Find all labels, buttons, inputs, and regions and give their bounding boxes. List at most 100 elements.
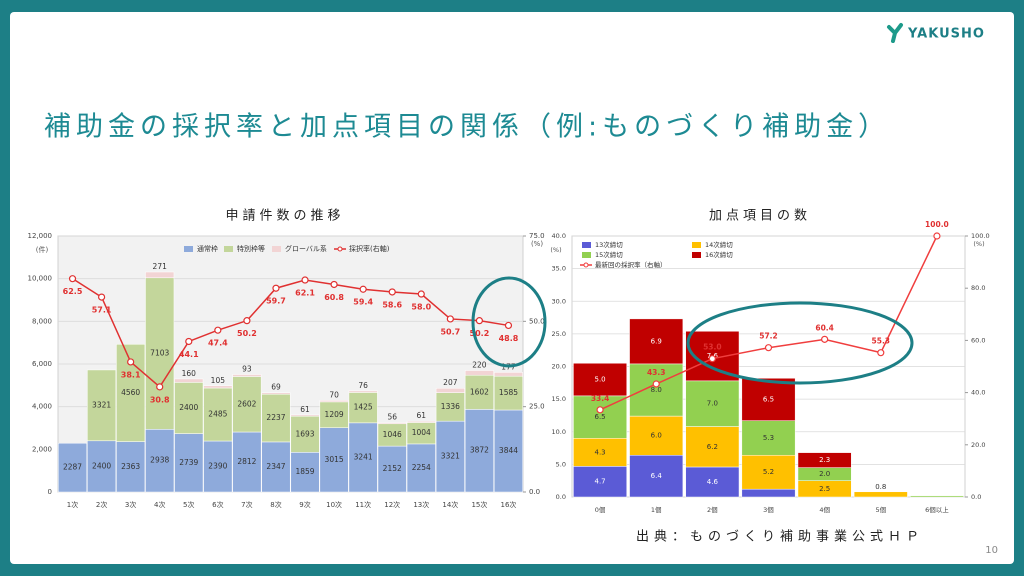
bar-label: 6.4	[651, 472, 663, 480]
x-tick-label: 11次	[355, 500, 371, 509]
bar-label: 7103	[150, 349, 169, 358]
y-tick-label: 8,000	[32, 317, 52, 325]
source: 出典：ものづくり補助事業公式ＨＰ	[636, 529, 924, 545]
y2-tick-label: 0.0	[971, 493, 981, 501]
highlight-ellipse	[471, 276, 547, 368]
legend-swatch	[337, 246, 343, 252]
x-tick-label: 7次	[241, 500, 252, 509]
y-tick-label: 35.0	[552, 265, 566, 273]
bar-label: 6.0	[651, 432, 662, 440]
bar-label: 2390	[208, 462, 227, 471]
bar-label: 3321	[92, 400, 111, 409]
bar-segment	[493, 409, 523, 493]
legend-swatch	[582, 252, 591, 258]
legend-label: 16次締切	[705, 250, 733, 259]
line-label: 62.5	[63, 287, 83, 296]
y2-tick-label: 75.0	[529, 232, 545, 240]
line-label: 50.7	[440, 327, 460, 336]
line-label: 59.7	[266, 297, 286, 306]
x-tick-label: 6次	[212, 500, 223, 509]
bar-label: 93	[242, 365, 252, 374]
line-point	[388, 288, 396, 296]
bar-segment	[464, 409, 494, 493]
x-tick-label: 5次	[183, 500, 194, 509]
bar-label: 271	[153, 262, 168, 271]
bar-label: 3844	[499, 446, 518, 455]
bar-label: 2287	[63, 463, 82, 472]
bar-label: 6.2	[707, 443, 718, 451]
y2-axis-label: (%)	[531, 240, 543, 248]
bar-segment	[573, 362, 627, 397]
bar-segment	[203, 387, 233, 442]
bar-segment	[261, 393, 291, 443]
x-tick-label: 10次	[326, 500, 342, 509]
bar-segment	[464, 370, 494, 376]
line-point	[821, 335, 829, 343]
x-tick-label: 12次	[384, 500, 400, 509]
legend-swatch	[692, 252, 701, 258]
bar-label: 3321	[441, 452, 460, 461]
bar-label: 1585	[499, 388, 518, 397]
legend-label: 特別枠等	[237, 244, 265, 253]
bar-segment	[406, 420, 436, 423]
bar-segment	[741, 488, 796, 498]
line-label: 58.0	[411, 303, 431, 312]
legend-label: 14次締切	[705, 240, 733, 249]
line-point	[708, 355, 716, 363]
bar-segment	[319, 401, 349, 428]
legend-label: 15次締切	[595, 250, 623, 259]
bar-label: 1004	[412, 428, 431, 437]
y-tick-label: 6,000	[32, 360, 52, 368]
y-tick-label: 30.0	[552, 297, 566, 305]
x-tick-label: 13次	[413, 500, 429, 509]
highlight-ellipse	[686, 301, 914, 385]
x-tick-label: 3個	[763, 505, 774, 514]
bar-segment	[58, 442, 88, 493]
line-label: 100.0	[925, 220, 949, 229]
chart: 加点項目の数 (%) (%) 0.0 5.0 10.0 15.0 20.0 25.0 30.0 35…	[550, 209, 989, 515]
y-tick-label: 15.0	[552, 395, 566, 403]
bar-segment	[174, 382, 204, 434]
bar-label: 1336	[441, 402, 460, 411]
line-label: 62.1	[295, 289, 315, 298]
bar-segment	[87, 440, 117, 493]
bar-label: 2.0	[819, 470, 830, 478]
bar-label: 207	[443, 378, 458, 387]
line-point	[877, 349, 885, 357]
y2-tick-label: 60.0	[971, 336, 985, 344]
bar-label: 3241	[354, 452, 373, 461]
bar-segment	[853, 491, 908, 498]
bar-label: 2.3	[819, 456, 830, 464]
legend-swatch	[692, 242, 701, 248]
bar-label: 0.8	[875, 483, 886, 491]
chart-title: 加点項目の数	[709, 209, 811, 224]
line-label: 50.2	[237, 329, 257, 338]
bar-label: 70	[329, 390, 339, 399]
x-tick-label: 6個以上	[925, 505, 949, 514]
bar-label: 8.0	[651, 386, 662, 394]
x-tick-label: 2次	[96, 500, 107, 509]
x-tick-label: 1個	[651, 505, 662, 514]
line-label: 57.2	[759, 332, 778, 341]
line-label: 57.1	[92, 306, 112, 315]
line-label: 47.4	[208, 339, 228, 348]
legend-label: 最新回の採択率（右軸）	[595, 260, 667, 269]
logo-icon	[887, 23, 903, 43]
x-tick-label: 8次	[270, 500, 281, 509]
bar-label: 61	[417, 411, 427, 420]
bar-label: 1425	[354, 403, 373, 412]
bar-label: 6.9	[651, 337, 662, 345]
bar-segment	[741, 420, 796, 456]
line-point	[272, 284, 280, 292]
y-tick-label: 10,000	[28, 275, 53, 283]
bar-segment	[116, 441, 146, 493]
bar-label: 7.0	[707, 400, 718, 408]
bar-label: 1693	[295, 429, 314, 438]
bar-label: 1209	[325, 410, 344, 419]
bar-segment	[435, 420, 465, 493]
line-label: 48.8	[499, 334, 519, 343]
line-point	[214, 326, 222, 334]
bar-label: 2938	[150, 456, 169, 465]
